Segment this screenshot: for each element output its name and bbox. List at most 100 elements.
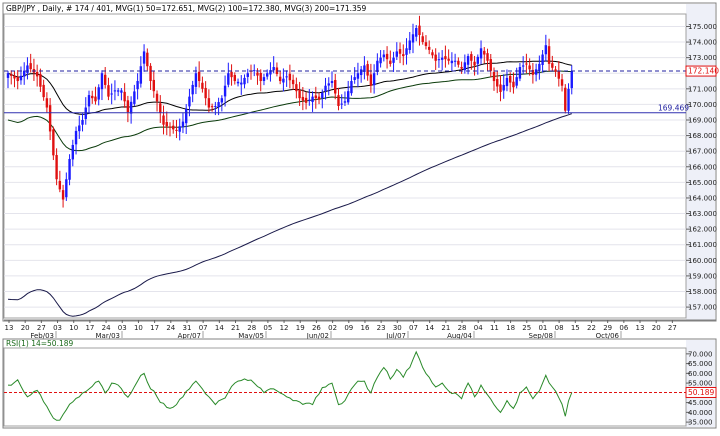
candle xyxy=(337,87,340,111)
day-tick-label: 28 xyxy=(247,324,256,332)
candle xyxy=(324,77,327,100)
candle xyxy=(314,86,317,109)
candle xyxy=(110,83,113,105)
candle xyxy=(457,57,460,68)
candle xyxy=(162,105,165,135)
candle xyxy=(411,23,415,54)
candle xyxy=(123,83,126,108)
candle xyxy=(230,64,233,86)
candlestick-series xyxy=(6,15,573,208)
candle xyxy=(74,126,78,155)
candle xyxy=(142,44,146,72)
candle xyxy=(282,68,285,92)
candle xyxy=(136,73,139,100)
rsi-tick-label: 70.000 xyxy=(688,350,713,358)
candle xyxy=(55,148,58,186)
candle xyxy=(185,104,188,135)
candle xyxy=(479,40,483,65)
candle xyxy=(551,55,554,72)
day-tick-label: 23 xyxy=(377,324,386,332)
candle xyxy=(207,89,211,113)
candle xyxy=(486,48,489,71)
candle xyxy=(311,91,314,112)
candle xyxy=(188,88,191,117)
month-label: Oct/06 xyxy=(596,332,620,340)
price-tick-label: 161.000 xyxy=(688,241,717,249)
day-tick-label: 14 xyxy=(425,324,434,332)
candle xyxy=(152,71,155,98)
support-level-label: 169.469 xyxy=(658,104,689,113)
candle xyxy=(42,79,45,101)
candle xyxy=(304,91,308,110)
candle xyxy=(415,25,418,42)
rsi-panel-header: RSI(1) 14=50.189 xyxy=(6,339,73,348)
day-tick-label: 16 xyxy=(360,324,369,332)
candle xyxy=(505,69,509,92)
candle xyxy=(424,35,428,50)
price-tick-label: 163.000 xyxy=(688,210,717,218)
candle xyxy=(321,89,324,109)
rsi-panel-frame xyxy=(2,338,717,429)
candle xyxy=(13,70,16,88)
candle xyxy=(496,70,499,94)
last-price-label: 172.140 xyxy=(688,67,719,76)
candle xyxy=(259,69,262,92)
candle xyxy=(266,69,269,80)
candle xyxy=(133,84,136,107)
month-label: May/05 xyxy=(238,332,264,340)
day-tick-label: 10 xyxy=(134,324,143,332)
price-tick-label: 165.000 xyxy=(688,179,717,187)
rsi-tick-label: 35.000 xyxy=(688,419,713,427)
candle xyxy=(528,58,531,76)
candle xyxy=(447,49,450,65)
day-tick-label: 24 xyxy=(102,324,111,332)
price-tick-label: 167.000 xyxy=(688,148,717,156)
candle xyxy=(35,64,39,87)
candle xyxy=(450,52,454,72)
candle xyxy=(272,56,275,74)
candle xyxy=(172,119,175,134)
candle xyxy=(476,54,479,75)
day-tick-label: 21 xyxy=(441,324,450,332)
candle xyxy=(347,80,350,105)
candle xyxy=(382,50,386,62)
candle xyxy=(356,62,360,88)
candle xyxy=(460,61,463,74)
day-tick-label: 28 xyxy=(458,324,467,332)
candle xyxy=(97,84,100,106)
candle xyxy=(71,139,74,167)
month-label: Apr/07 xyxy=(178,332,201,340)
candle xyxy=(421,32,424,45)
candle xyxy=(116,87,120,97)
day-tick-label: 08 xyxy=(555,324,564,332)
candle xyxy=(463,54,467,74)
candle xyxy=(275,62,279,77)
candle xyxy=(570,65,573,95)
candle xyxy=(120,88,123,101)
candle xyxy=(223,75,227,107)
candle xyxy=(84,97,87,125)
candle xyxy=(369,63,373,93)
candle xyxy=(372,64,376,94)
candle xyxy=(87,90,91,114)
candle xyxy=(437,52,441,68)
candle xyxy=(340,94,343,110)
candle xyxy=(10,70,13,85)
price-tick-label: 158.000 xyxy=(688,288,717,296)
date-axis: 13 20 27 03 10 17 24 03 10 17 24 31 07 14 21 28 05 12 19 26… xyxy=(5,320,677,340)
candle xyxy=(308,89,311,106)
candle xyxy=(6,70,10,89)
candle xyxy=(253,64,256,77)
candle xyxy=(408,31,411,54)
day-tick-label: 27 xyxy=(668,324,677,332)
month-label: Feb/03 xyxy=(30,332,54,340)
price-tick-label: 168.000 xyxy=(688,132,717,140)
candle xyxy=(470,51,473,70)
candle xyxy=(129,96,133,124)
candle xyxy=(178,118,181,141)
candle xyxy=(65,172,68,201)
candle xyxy=(298,81,301,106)
day-tick-label: 06 xyxy=(619,324,628,332)
mvg-100-line xyxy=(7,70,572,152)
